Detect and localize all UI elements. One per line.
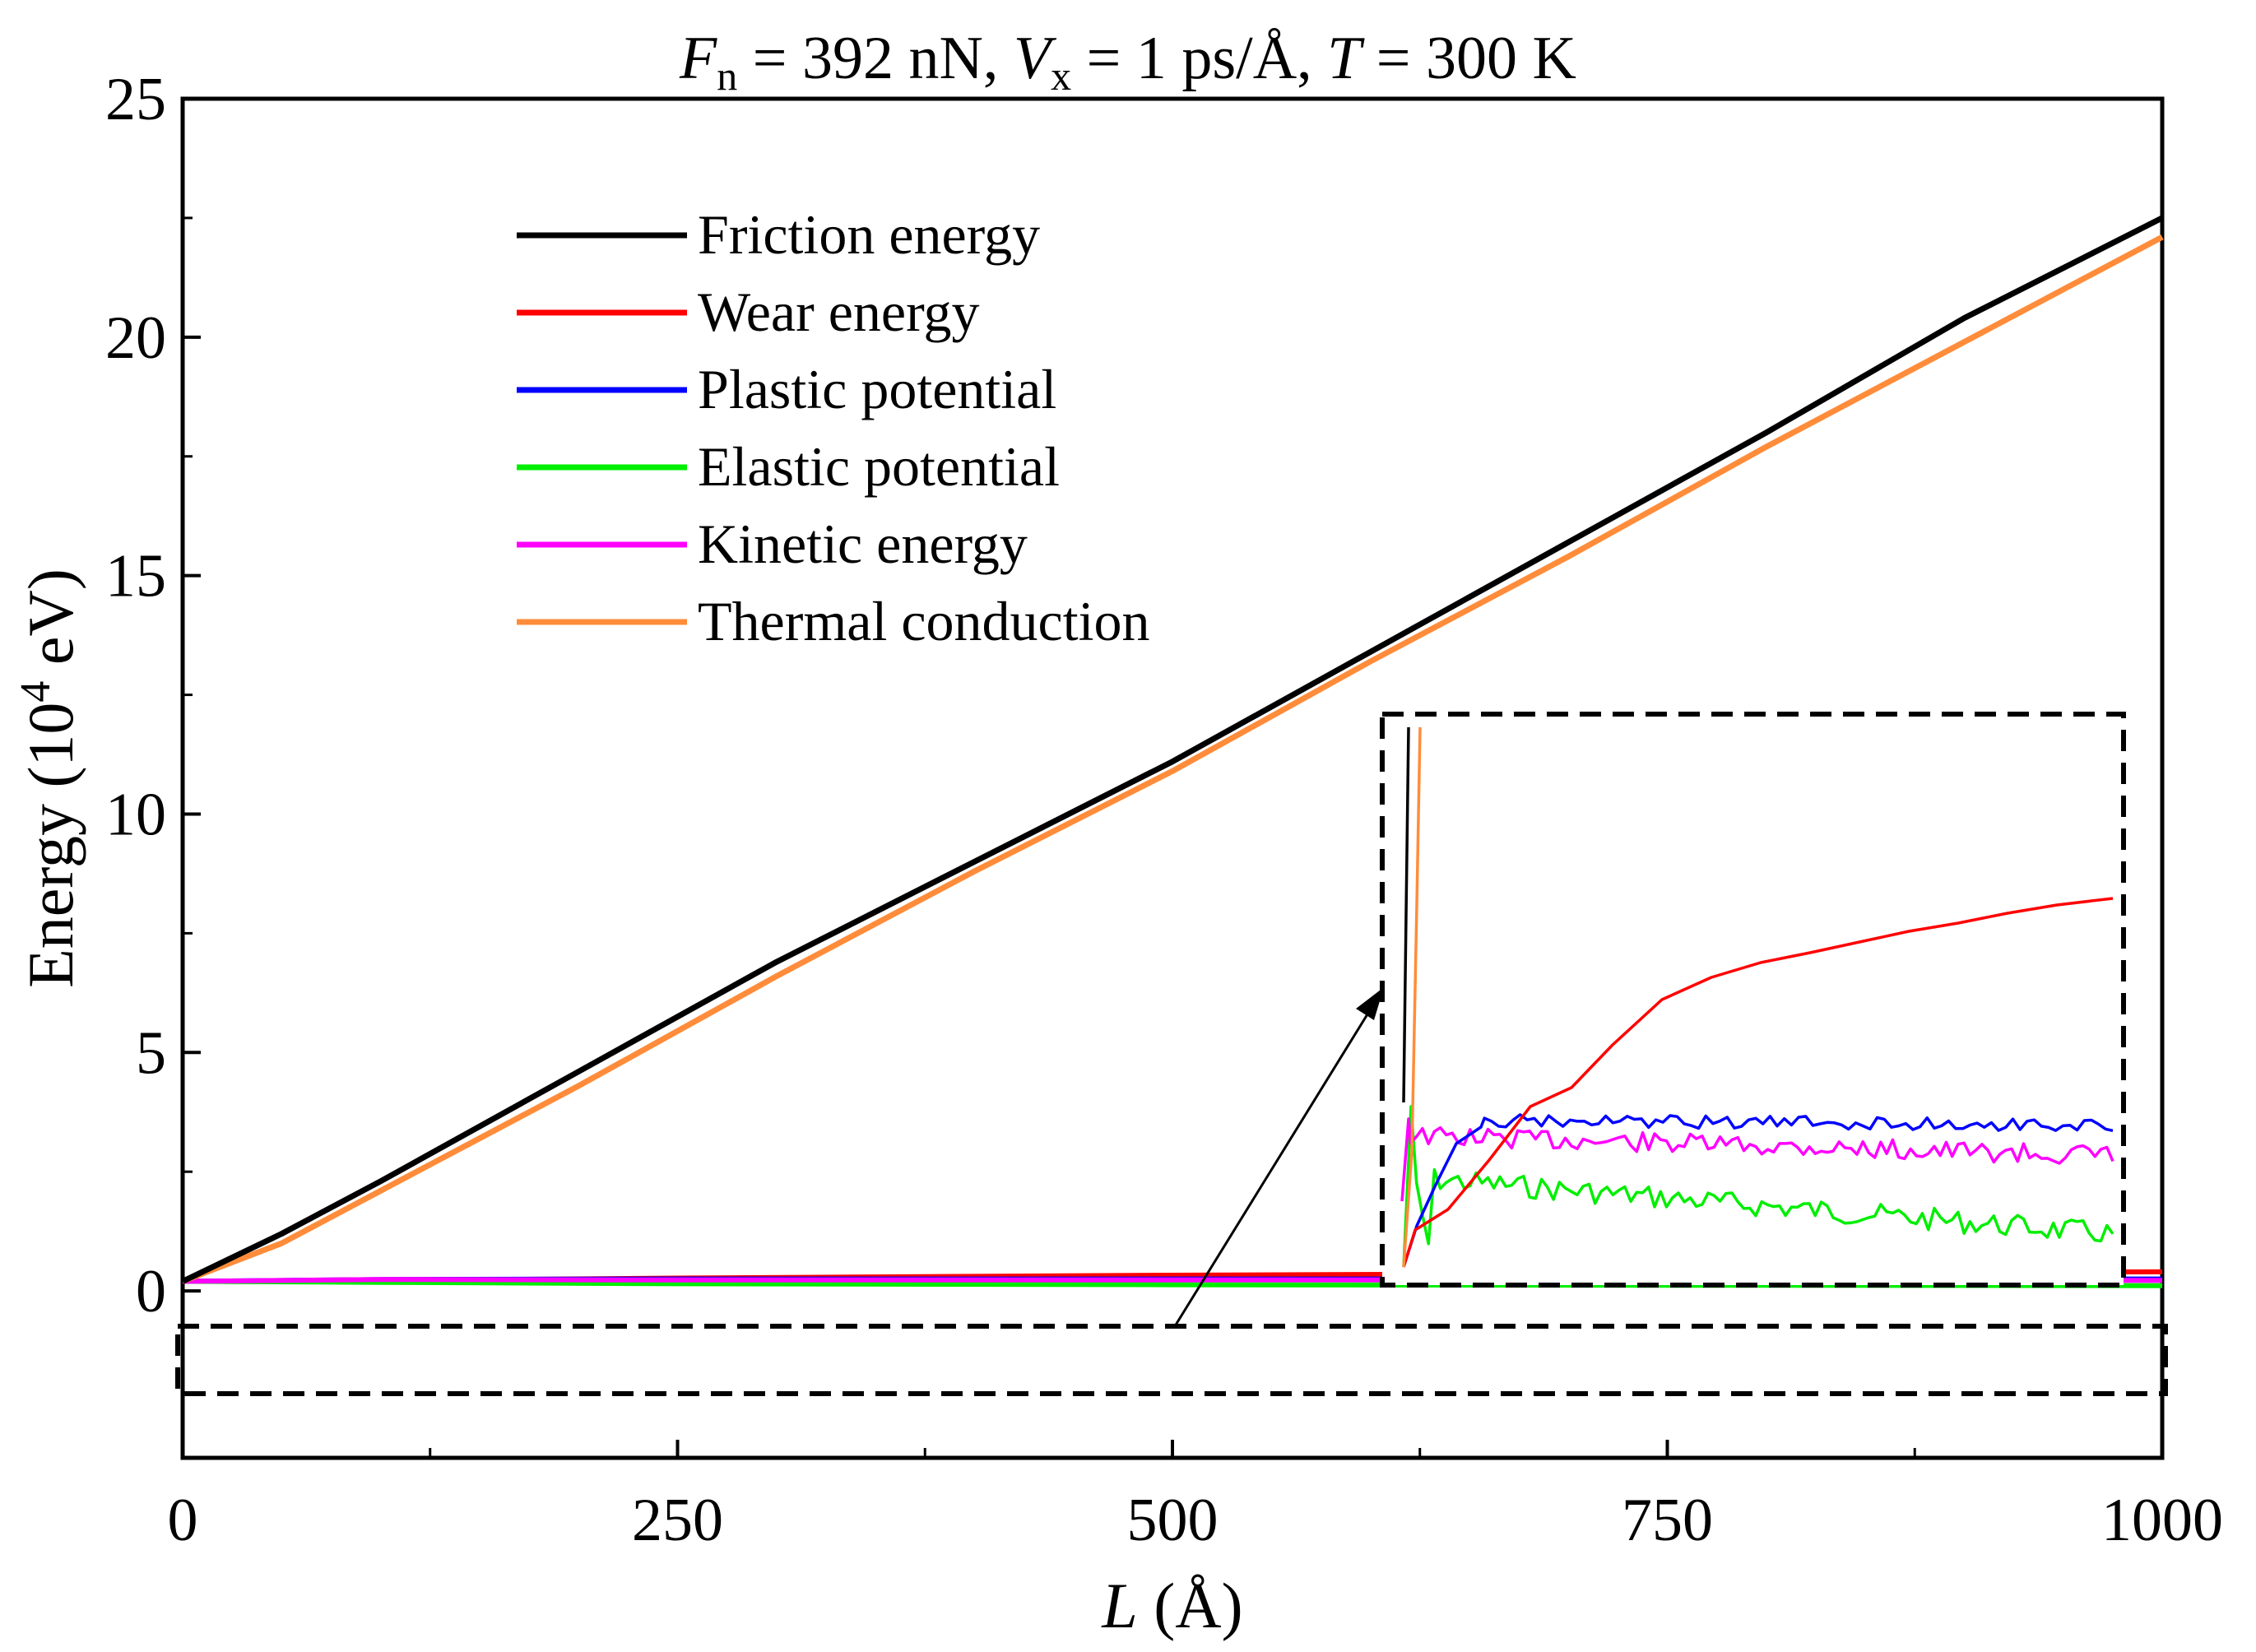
title-vx-rest: = 1 ps/Å, <box>1071 25 1327 92</box>
legend: Friction energy Wear energy Plastic potent… <box>517 203 1149 652</box>
series-line-thermal-conduction <box>181 234 2164 1284</box>
legend-label-friction-energy: Friction energy <box>698 203 1040 266</box>
title-vx-sub: x <box>1051 53 1071 99</box>
inset-line-elastic-potential <box>1402 1105 2114 1268</box>
y-tick-label: 0 <box>136 1258 166 1325</box>
legend-label-wear-energy: Wear energy <box>698 281 980 343</box>
legend-label-kinetic-energy: Kinetic energy <box>698 513 1028 575</box>
inset-lines <box>1400 726 2114 1268</box>
title-vx-symbol: V <box>1014 25 1057 92</box>
y-axis-title-text: Energy (10 <box>15 703 86 988</box>
inset-line-wear-energy <box>1402 897 2114 1268</box>
inset-box <box>1380 712 2126 1288</box>
legend-label-plastic-potential: Plastic potential <box>698 358 1056 420</box>
y-tick-label: 5 <box>136 1019 166 1087</box>
zoom-region-box <box>175 1324 2168 1396</box>
inset-line-thermal-conduction <box>1402 726 1422 1268</box>
title-fn-sub: n <box>717 53 737 99</box>
title-t-rest: = 300 K <box>1361 25 1576 92</box>
legend-label-elastic-potential: Elastic potential <box>698 435 1060 498</box>
x-axis-title-symbol: L <box>1101 1570 1137 1641</box>
title-fn-rest: = 392 nN, <box>737 25 1014 92</box>
title-fn-symbol: F <box>679 25 717 92</box>
y-axis-ticks: 0 5 10 15 20 25 <box>105 66 201 1325</box>
zoom-arrow-line <box>1173 1009 1372 1327</box>
y-axis-title: Energy (104 eV) <box>12 568 86 988</box>
y-tick-label: 20 <box>105 304 166 372</box>
inset-line-plastic-potential <box>1402 1113 2114 1268</box>
x-tick-label: 750 <box>1622 1487 1713 1554</box>
y-axis-title-unit: eV) <box>15 568 86 680</box>
x-axis-title: L (Å) <box>1101 1570 1242 1641</box>
inset-line-friction-energy <box>1402 726 1410 1103</box>
x-tick-label: 1000 <box>2101 1487 2223 1554</box>
y-axis-title-exp: 4 <box>12 681 59 703</box>
inset-line-kinetic-energy <box>1400 1117 2114 1202</box>
y-tick-label: 25 <box>105 66 166 133</box>
x-tick-label: 0 <box>168 1487 198 1554</box>
x-axis-ticks: 0 250 500 750 1000 <box>168 1440 2223 1554</box>
x-tick-label: 500 <box>1127 1487 1219 1554</box>
chart-title: Fn = 392 nN, Vx = 1 ps/Å, T = 300 K <box>679 25 1576 99</box>
series-line-friction-energy <box>181 215 2164 1284</box>
y-tick-label: 15 <box>105 543 166 610</box>
y-tick-label: 10 <box>105 781 166 848</box>
legend-label-thermal-conduction: Thermal conduction <box>698 590 1149 652</box>
title-t-symbol: T <box>1327 25 1365 92</box>
x-axis-title-unit: (Å) <box>1138 1570 1243 1641</box>
x-tick-label: 250 <box>632 1487 723 1554</box>
zoom-arrow-head <box>1356 987 1384 1020</box>
